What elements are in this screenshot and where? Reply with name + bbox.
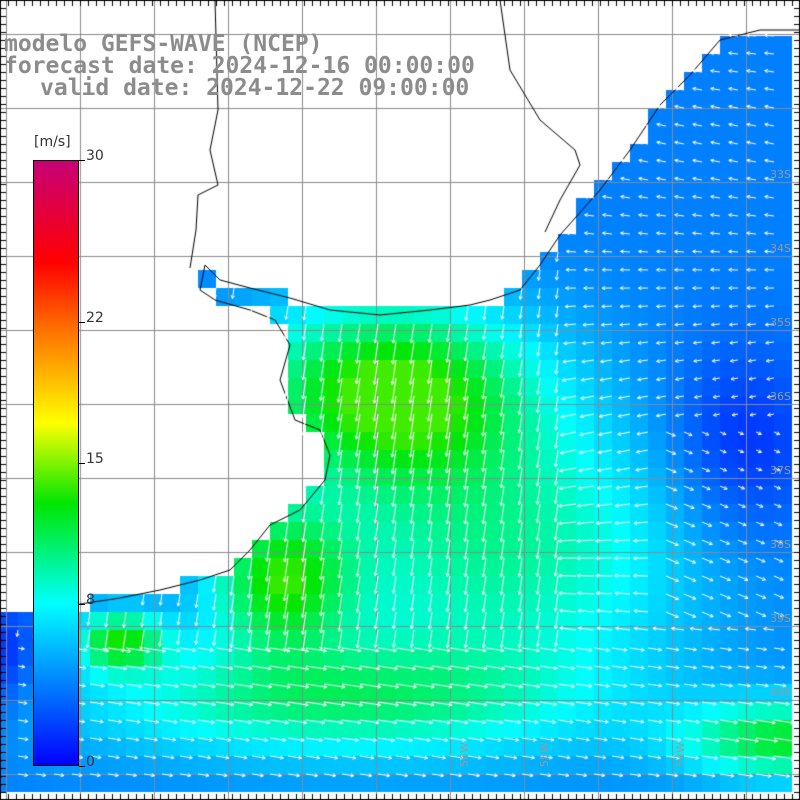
latitude-label: 38S — [770, 538, 791, 551]
colorbar-unit: [m/s] — [34, 134, 71, 150]
colorbar-tick — [79, 463, 85, 464]
latitude-label: 39S — [770, 612, 791, 625]
latitude-label: 34S — [770, 242, 791, 255]
colorbar-tick-label: 22 — [86, 309, 104, 326]
colorbar — [33, 160, 79, 766]
longitude-label: 55W — [537, 742, 551, 767]
colorbar-tick — [79, 160, 85, 161]
latitude-label: 40S — [770, 686, 791, 699]
longitude-label: 54W — [673, 742, 687, 767]
colorbar-tick-label: 15 — [86, 451, 104, 467]
longitude-label: 56W — [457, 742, 471, 767]
latitude-label: 36S — [770, 390, 791, 403]
valid-date: valid date: 2024-12-22 09:00:00 — [40, 75, 470, 101]
colorbar-tick — [79, 321, 85, 323]
latitude-label: 33S — [770, 168, 791, 181]
latitude-label: 37S — [770, 464, 791, 477]
colorbar-tick — [79, 766, 85, 767]
forecast-date: forecast date: 2024-12-16 00:00:00 — [4, 53, 475, 79]
colorbar-tick-label: 30 — [86, 148, 104, 164]
model-title: modelo GEFS-WAVE (NCEP) — [4, 31, 323, 57]
colorbar-tick — [79, 604, 85, 606]
colorbar-tick-label: 0 — [86, 754, 95, 770]
colorbar-tick-label: 8 — [86, 592, 95, 609]
latitude-label: 35S — [770, 316, 791, 329]
